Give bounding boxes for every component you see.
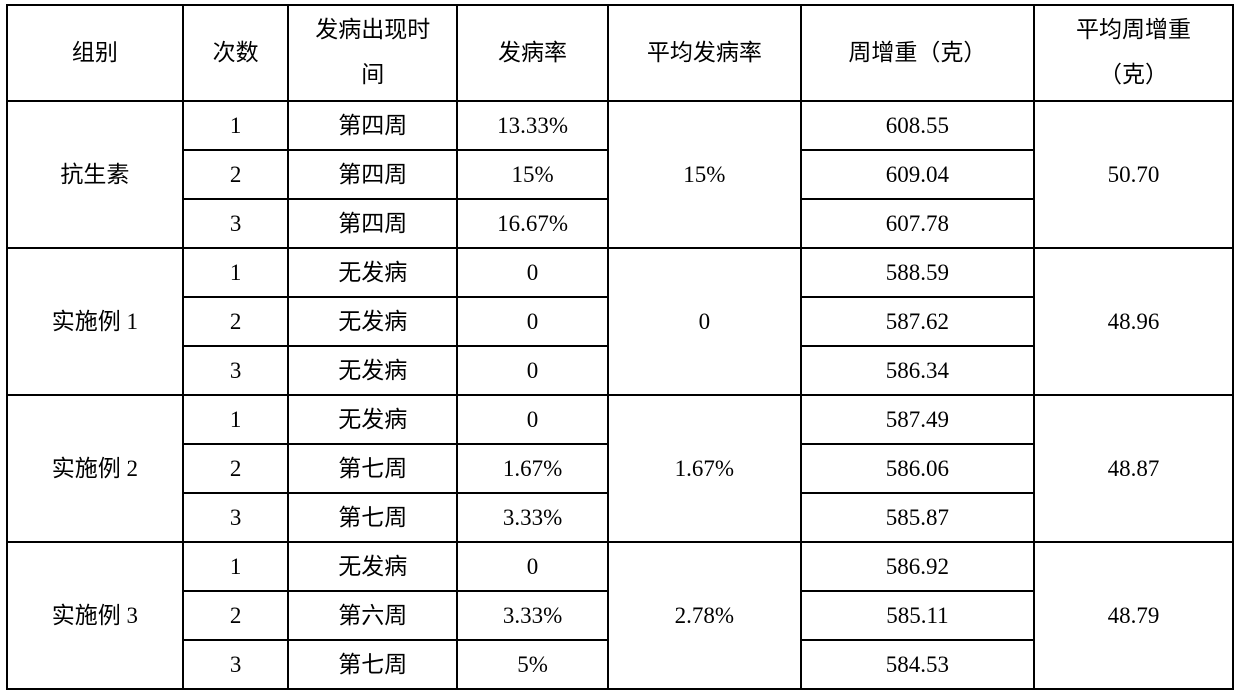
cell-gain: 607.78	[801, 199, 1034, 248]
cell-group: 实施例 2	[7, 395, 183, 542]
col-rate: 发病率	[457, 5, 608, 101]
cell-onset: 无发病	[288, 248, 457, 297]
table-row: 实施例 3 1 无发病 0 2.78% 586.92 48.79	[7, 542, 1233, 591]
table-row: 实施例 2 1 无发病 0 1.67% 587.49 48.87	[7, 395, 1233, 444]
cell-rep: 2	[183, 297, 289, 346]
cell-rep: 2	[183, 444, 289, 493]
cell-rate: 13.33%	[457, 101, 608, 150]
cell-onset: 第四周	[288, 101, 457, 150]
cell-rep: 1	[183, 248, 289, 297]
cell-gain: 587.49	[801, 395, 1034, 444]
cell-onset: 第六周	[288, 591, 457, 640]
cell-rate: 0	[457, 395, 608, 444]
table-row: 实施例 1 1 无发病 0 0 588.59 48.96	[7, 248, 1233, 297]
table-header: 组别 次数 发病出现时间 发病率 平均发病率 周增重（克） 平均周增重（克）	[7, 5, 1233, 101]
cell-rep: 1	[183, 101, 289, 150]
cell-rate: 16.67%	[457, 199, 608, 248]
cell-gain: 587.62	[801, 297, 1034, 346]
cell-onset: 第四周	[288, 150, 457, 199]
cell-rep: 3	[183, 640, 289, 689]
cell-rate: 5%	[457, 640, 608, 689]
cell-gain: 586.34	[801, 346, 1034, 395]
cell-onset: 第七周	[288, 493, 457, 542]
cell-group: 抗生素	[7, 101, 183, 248]
cell-group: 实施例 3	[7, 542, 183, 689]
cell-onset: 无发病	[288, 395, 457, 444]
cell-gain: 588.59	[801, 248, 1034, 297]
cell-gain: 586.06	[801, 444, 1034, 493]
cell-onset: 第七周	[288, 444, 457, 493]
table-header-row: 组别 次数 发病出现时间 发病率 平均发病率 周增重（克） 平均周增重（克）	[7, 5, 1233, 101]
cell-rate: 0	[457, 346, 608, 395]
cell-rep: 2	[183, 591, 289, 640]
cell-rate: 0	[457, 297, 608, 346]
cell-rep: 3	[183, 199, 289, 248]
cell-avg-rate: 1.67%	[608, 395, 801, 542]
cell-rate: 0	[457, 248, 608, 297]
cell-gain: 608.55	[801, 101, 1034, 150]
col-gain: 周增重（克）	[801, 5, 1034, 101]
cell-avg-gain: 48.79	[1034, 542, 1233, 689]
cell-avg-rate: 2.78%	[608, 542, 801, 689]
cell-rate: 3.33%	[457, 493, 608, 542]
cell-rep: 3	[183, 493, 289, 542]
col-rep: 次数	[183, 5, 289, 101]
cell-group: 实施例 1	[7, 248, 183, 395]
cell-rep: 1	[183, 395, 289, 444]
cell-onset: 无发病	[288, 346, 457, 395]
col-avg-gain: 平均周增重（克）	[1034, 5, 1233, 101]
cell-rate: 1.67%	[457, 444, 608, 493]
cell-rate: 15%	[457, 150, 608, 199]
cell-rep: 3	[183, 346, 289, 395]
cell-gain: 586.92	[801, 542, 1034, 591]
cell-avg-gain: 50.70	[1034, 101, 1233, 248]
cell-onset: 第七周	[288, 640, 457, 689]
cell-avg-gain: 48.87	[1034, 395, 1233, 542]
cell-onset: 无发病	[288, 297, 457, 346]
cell-avg-gain: 48.96	[1034, 248, 1233, 395]
cell-onset: 无发病	[288, 542, 457, 591]
cell-rate: 0	[457, 542, 608, 591]
cell-rate: 3.33%	[457, 591, 608, 640]
table-body: 抗生素 1 第四周 13.33% 15% 608.55 50.70 2 第四周 …	[7, 101, 1233, 689]
cell-gain: 584.53	[801, 640, 1034, 689]
cell-onset: 第四周	[288, 199, 457, 248]
data-table: 组别 次数 发病出现时间 发病率 平均发病率 周增重（克） 平均周增重（克） 抗…	[6, 4, 1234, 690]
cell-rep: 2	[183, 150, 289, 199]
cell-gain: 585.11	[801, 591, 1034, 640]
cell-avg-rate: 0	[608, 248, 801, 395]
col-group: 组别	[7, 5, 183, 101]
col-onset: 发病出现时间	[288, 5, 457, 101]
cell-gain: 585.87	[801, 493, 1034, 542]
col-avg-rate: 平均发病率	[608, 5, 801, 101]
table-row: 抗生素 1 第四周 13.33% 15% 608.55 50.70	[7, 101, 1233, 150]
cell-gain: 609.04	[801, 150, 1034, 199]
cell-avg-rate: 15%	[608, 101, 801, 248]
cell-rep: 1	[183, 542, 289, 591]
